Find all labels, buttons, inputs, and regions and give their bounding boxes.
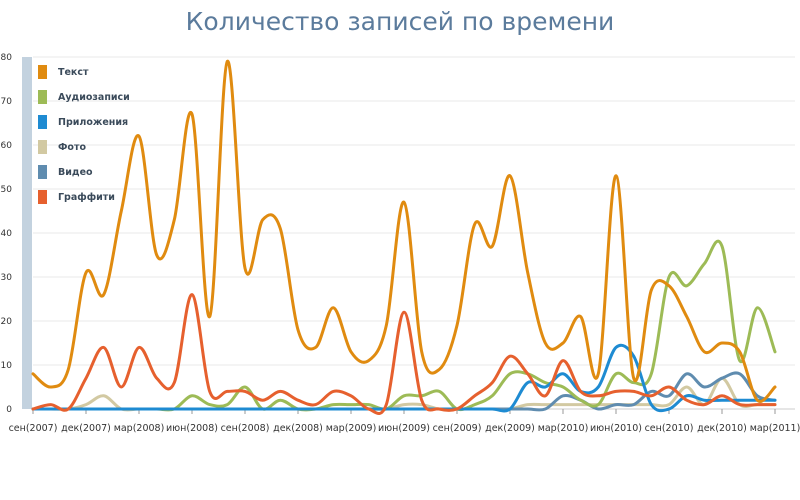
series-lines (31, 59, 777, 415)
x-tick-label: июн(2010) (590, 423, 642, 434)
x-tick-label: июн(2008) (166, 423, 218, 434)
legend-swatch (38, 140, 47, 154)
y-tick-label: 40 (1, 229, 13, 239)
legend-swatch (38, 115, 47, 129)
x-tick-label: сен(2008) (221, 423, 270, 434)
legend-swatch (38, 65, 47, 79)
legend-label: Фото (58, 142, 86, 153)
legend-label: Граффити (58, 192, 115, 203)
x-tick-label: сен(2007) (9, 423, 58, 434)
y-tick-label: 70 (1, 97, 13, 107)
x-tick-label: мар(2010) (538, 423, 589, 434)
series-line-2 (31, 343, 777, 413)
x-tick-label: мар(2008) (114, 423, 165, 434)
x-tick-label: дек(2007) (61, 423, 111, 434)
chart-title: Количество записей по времени (186, 7, 615, 36)
y-tick-label: 80 (1, 53, 13, 63)
legend-swatch (38, 90, 47, 104)
legend-swatch (38, 190, 47, 204)
y-tick-label: 60 (1, 141, 13, 151)
y-tick-label: 0 (6, 405, 12, 415)
y-axis-band (22, 57, 32, 409)
x-tick-label: сен(2009) (433, 423, 482, 434)
legend-swatch (38, 165, 47, 179)
x-axis-ticks: сен(2007) дек(2007) мар(2008) июн(2008) сен(… (9, 409, 800, 434)
series-line-1 (31, 239, 777, 412)
y-tick-label: 50 (1, 185, 13, 195)
y-tick-label: 20 (1, 317, 13, 327)
x-tick-label: сен(2010) (645, 423, 694, 434)
series-line-0 (31, 59, 777, 403)
legend-label: Аудиозаписи (58, 92, 130, 103)
legend-label: Текст (58, 67, 89, 78)
legend-label: Приложения (58, 117, 128, 128)
x-tick-label: мар(2009) (326, 423, 377, 434)
x-tick-label: дек(2010) (697, 423, 747, 434)
y-tick-label: 10 (1, 361, 13, 371)
y-axis-ticks: 0 10 20 30 40 50 60 70 80 (1, 53, 13, 415)
legend: Текст Аудиозаписи Приложения Фото Видео Графф… (38, 65, 130, 204)
x-tick-label: дек(2009) (485, 423, 535, 434)
x-tick-label: дек(2008) (273, 423, 323, 434)
legend-label: Видео (58, 167, 93, 178)
y-tick-label: 30 (1, 273, 13, 283)
series-line-3 (31, 376, 777, 412)
x-tick-label: июн(2009) (378, 423, 430, 434)
series-line-5 (31, 293, 777, 415)
x-tick-label: мар(2011) (750, 423, 800, 434)
